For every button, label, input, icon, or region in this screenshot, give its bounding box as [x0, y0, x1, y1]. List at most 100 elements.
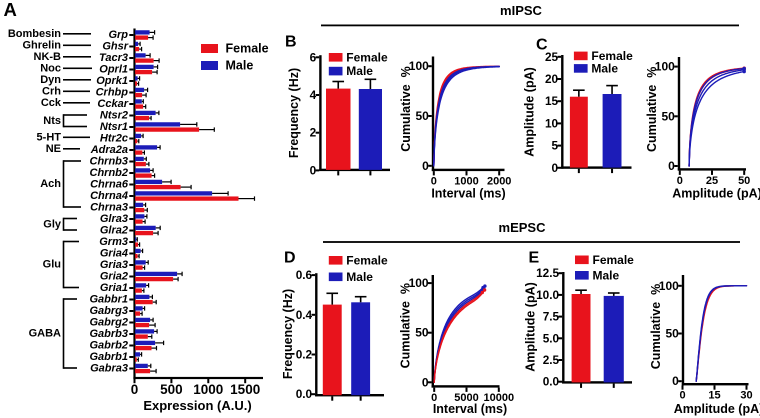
svg-text:E: E [529, 250, 540, 267]
svg-text:Cumulative %: Cumulative % [649, 284, 663, 369]
svg-text:mIPSC: mIPSC [500, 3, 543, 18]
svg-text:Cumulative %: Cumulative % [399, 66, 413, 151]
svg-text:0.4: 0.4 [296, 308, 313, 322]
svg-text:6: 6 [310, 50, 317, 64]
svg-text:Chrnb2: Chrnb2 [90, 167, 129, 179]
svg-text:Tacr3: Tacr3 [99, 52, 128, 64]
svg-text:0.2: 0.2 [296, 348, 313, 362]
svg-text:5-HT: 5-HT [37, 131, 62, 143]
svg-text:Gabrb2: Gabrb2 [89, 340, 128, 352]
svg-text:Grm3: Grm3 [99, 236, 128, 248]
svg-text:15: 15 [708, 390, 720, 402]
svg-text:C: C [536, 37, 548, 54]
svg-text:0: 0 [552, 161, 559, 175]
svg-text:Gabbr1: Gabbr1 [89, 294, 128, 306]
svg-text:25: 25 [706, 175, 718, 187]
svg-text:Female: Female [346, 50, 388, 64]
svg-text:Chrnb3: Chrnb3 [90, 156, 129, 168]
svg-text:Gria1: Gria1 [100, 282, 128, 294]
svg-text:2: 2 [310, 126, 317, 140]
svg-text:Female: Female [591, 49, 633, 63]
svg-text:0: 0 [672, 374, 679, 388]
svg-text:5.0: 5.0 [543, 331, 560, 345]
svg-text:12.5: 12.5 [536, 266, 559, 280]
svg-text:Male: Male [591, 61, 618, 75]
svg-text:500: 500 [160, 382, 183, 397]
svg-text:50: 50 [415, 326, 429, 340]
svg-text:0: 0 [679, 390, 685, 402]
svg-text:Male: Male [226, 59, 254, 73]
svg-text:Frequency (Hz): Frequency (Hz) [287, 68, 301, 158]
svg-text:Amplitude (pA): Amplitude (pA) [523, 282, 537, 372]
svg-text:Amplitude (pA): Amplitude (pA) [674, 402, 760, 416]
svg-text:Male: Male [593, 268, 620, 282]
svg-text:Female: Female [593, 253, 635, 267]
svg-text:50: 50 [661, 109, 675, 123]
svg-text:Gabrg2: Gabrg2 [89, 317, 128, 329]
svg-text:Ach: Ach [40, 178, 61, 190]
svg-text:0.0: 0.0 [543, 375, 560, 389]
svg-text:Chrna6: Chrna6 [90, 179, 129, 191]
svg-text:2.5: 2.5 [543, 353, 560, 367]
svg-text:100: 100 [409, 59, 429, 73]
svg-text:7.5: 7.5 [543, 310, 560, 324]
svg-text:Noc: Noc [40, 62, 61, 74]
svg-text:Cumulative %: Cumulative % [645, 67, 659, 152]
svg-text:Female: Female [346, 253, 388, 267]
svg-text:Crhbp: Crhbp [96, 87, 129, 99]
svg-text:Gabrg3: Gabrg3 [89, 305, 128, 317]
svg-text:Gly: Gly [43, 218, 62, 230]
svg-text:Adra2a: Adra2a [90, 144, 128, 156]
svg-text:mEPSC: mEPSC [499, 220, 547, 235]
svg-text:0: 0 [431, 175, 437, 187]
svg-text:10000: 10000 [484, 392, 515, 404]
svg-text:0: 0 [422, 375, 429, 389]
svg-text:Ghsr: Ghsr [102, 41, 128, 53]
svg-text:Gria4: Gria4 [100, 248, 128, 260]
svg-text:5000: 5000 [454, 392, 478, 404]
svg-text:4: 4 [310, 88, 317, 102]
svg-text:10.0: 10.0 [536, 288, 559, 302]
svg-text:50: 50 [738, 175, 750, 187]
svg-text:0.0: 0.0 [296, 387, 313, 401]
svg-text:1500: 1500 [230, 382, 260, 397]
svg-text:Glra3: Glra3 [100, 213, 128, 225]
svg-text:0.6: 0.6 [296, 268, 313, 282]
svg-text:Ntsr1: Ntsr1 [100, 121, 128, 133]
svg-text:Amplitude (pA): Amplitude (pA) [522, 67, 536, 157]
svg-text:NK-B: NK-B [34, 51, 62, 63]
svg-text:Dyn: Dyn [40, 74, 61, 86]
svg-text:1000: 1000 [193, 382, 223, 397]
svg-text:D: D [284, 250, 296, 267]
svg-text:Glra2: Glra2 [100, 225, 128, 237]
svg-text:5: 5 [552, 139, 559, 153]
svg-text:0: 0 [668, 159, 675, 173]
svg-text:Male: Male [346, 64, 373, 78]
svg-text:Oprl1: Oprl1 [99, 64, 128, 76]
svg-text:20: 20 [545, 72, 559, 86]
svg-text:1000: 1000 [454, 175, 478, 187]
svg-text:Gria2: Gria2 [100, 271, 128, 283]
svg-text:50: 50 [665, 327, 679, 341]
svg-text:Cck: Cck [41, 97, 62, 109]
svg-text:Ghrelin: Ghrelin [22, 39, 61, 51]
svg-text:Gria3: Gria3 [100, 259, 128, 271]
svg-text:Male: Male [346, 270, 373, 284]
svg-text:Gabra3: Gabra3 [90, 363, 128, 375]
svg-text:Chrna3: Chrna3 [90, 202, 128, 214]
svg-text:Gabrb1: Gabrb1 [89, 351, 128, 363]
svg-text:Htr2c: Htr2c [100, 133, 128, 145]
svg-text:30: 30 [740, 390, 752, 402]
svg-text:Grp: Grp [108, 29, 128, 41]
svg-text:NE: NE [46, 143, 61, 155]
svg-text:Crh: Crh [42, 85, 61, 97]
svg-text:Nts: Nts [43, 115, 61, 127]
svg-text:Ntsr2: Ntsr2 [100, 110, 128, 122]
svg-text:Expression (A.U.): Expression (A.U.) [143, 398, 251, 413]
svg-text:Interval (ms): Interval (ms) [431, 187, 505, 201]
svg-text:Gabrb3: Gabrb3 [89, 328, 128, 340]
svg-text:B: B [285, 34, 297, 51]
svg-text:0: 0 [431, 392, 437, 404]
svg-text:Bombesin: Bombesin [8, 28, 61, 40]
svg-text:Chrna4: Chrna4 [90, 190, 128, 202]
